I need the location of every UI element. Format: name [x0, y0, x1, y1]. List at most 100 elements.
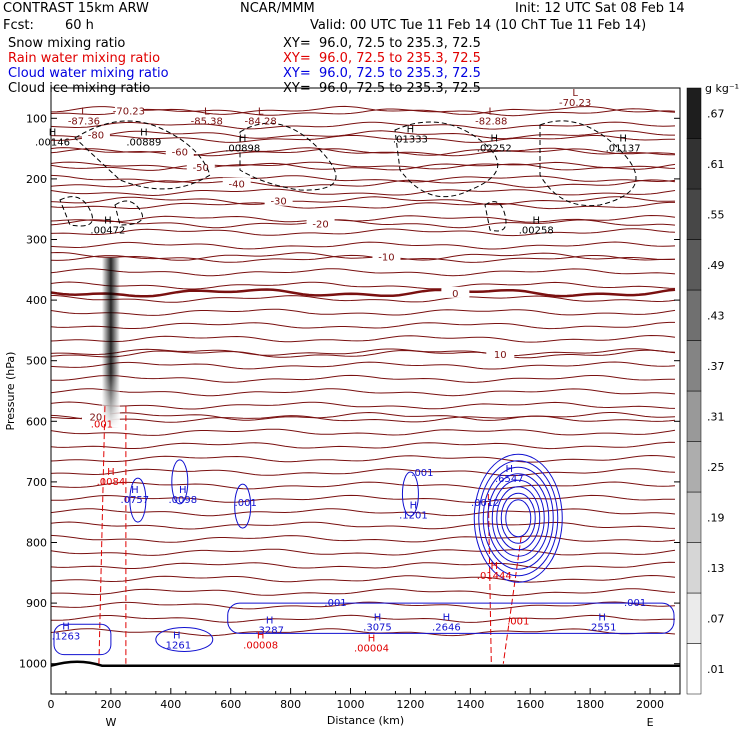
cloud-water-max-value: .1261 [162, 641, 191, 652]
isotherm-line [50, 294, 676, 303]
isotherm-line [50, 561, 676, 570]
isotherm-line [50, 401, 676, 410]
rain-contour [502, 536, 522, 664]
isotherm-line [50, 601, 676, 610]
isotherm-line [50, 534, 676, 543]
isotherm-label-bg [81, 410, 110, 422]
isotherm-line [50, 548, 676, 556]
isotherm-line [50, 268, 676, 277]
cloud-water-band [227, 602, 675, 634]
isotherm-label: -40 [229, 180, 245, 191]
field-xy-cloud-water: XY= 96.0, 72.5 to 235.3, 72.5 [283, 66, 481, 81]
isotherm-label-bg [114, 104, 143, 116]
cloud-water-max-marker: H [506, 464, 514, 475]
isotherm--20 [50, 219, 676, 229]
x-end-left: W [105, 716, 116, 729]
isotherm--60 [50, 147, 675, 156]
isotherm-label-bg [264, 194, 293, 206]
colorbar-segment [686, 188, 702, 240]
snow-max-marker: H [532, 215, 540, 226]
colorbar-label: .07 [707, 612, 725, 625]
cloud-water-core [473, 453, 563, 583]
x-tick-label: 1600 [516, 698, 544, 711]
init-label: Init: 12 UTC Sat 08 Feb 14 [515, 1, 685, 16]
colorbar-label: .49 [707, 259, 725, 272]
temp-min-value: -82.88 [475, 116, 507, 127]
cloud-water-max-marker: H [443, 612, 451, 623]
isotherm-label-bg [165, 145, 194, 157]
rain-max-value: .01444 [477, 571, 512, 582]
colorbar-label: .55 [707, 208, 725, 221]
field-xy-rain: XY= 96.0, 72.5 to 235.3, 72.5 [283, 51, 481, 66]
colorbar-segment [686, 390, 702, 442]
y-tick-label: 200 [26, 173, 47, 186]
cloud-water-core [491, 479, 545, 557]
y-tick-label: 600 [26, 415, 47, 428]
colorbar-segment [686, 491, 702, 543]
isotherm-line [50, 348, 676, 357]
cloud-water-max-marker: H [266, 615, 274, 626]
cloud-water-cell [171, 459, 189, 505]
isotherm-label-bg [186, 160, 215, 172]
cloud-water-max-marker: H [179, 485, 187, 496]
temp-min-value: -87.36 [68, 116, 100, 127]
cloud-water-oval [155, 626, 214, 652]
valid-label: Valid: 00 UTC Tue 11 Feb 14 (10 ChT Tue … [310, 18, 647, 33]
snow-contour [59, 196, 93, 227]
y-tick-label: 900 [26, 597, 47, 610]
cloud-water-core [482, 466, 554, 570]
rain-contour [487, 494, 492, 664]
rain-max-value: .0084 [97, 477, 126, 488]
snow-max-marker: H [407, 125, 415, 136]
colorbar-label: .37 [707, 360, 725, 373]
cloud-water-left [53, 623, 112, 656]
isotherm--10 [50, 251, 676, 261]
isotherm-line [50, 428, 676, 436]
cloud-water-max-value: .3287 [255, 625, 284, 636]
rain-max-value: .001 [507, 616, 529, 627]
cloud-water-max-value: .3075 [363, 622, 392, 633]
isotherm-line [50, 388, 676, 397]
x-tick-label: 0 [48, 698, 55, 711]
isotherm-line [50, 188, 676, 197]
model-title: CONTRAST 15km ARW [3, 1, 149, 16]
cloud-water-max-marker: H [598, 612, 606, 623]
isotherm-line [50, 281, 676, 290]
isotherm-line [50, 241, 676, 250]
snow-max-value: .01333 [393, 135, 428, 146]
fcst-value: 60 h [65, 18, 94, 33]
isotherm-10 [50, 349, 676, 359]
snow-max-marker: H [104, 215, 112, 226]
snow-column-fade [101, 372, 120, 428]
y-tick-label: 100 [26, 112, 47, 125]
colorbar-segment [686, 542, 702, 594]
isotherm-label-bg [441, 286, 470, 298]
y-tick-label: 1000 [19, 658, 47, 671]
isotherm-line [50, 588, 676, 597]
colorbar-label: .67 [707, 107, 725, 120]
snow-max-marker: H [140, 128, 148, 139]
cloud-water-max-value: .001 [411, 468, 433, 479]
rain-max-value: .001 [91, 419, 113, 430]
field-name-snow: Snow mixing ratio [8, 36, 126, 51]
colorbar-label: .61 [707, 158, 725, 171]
colorbar-segment [686, 138, 702, 190]
colorbar-label: .31 [707, 410, 725, 423]
field-name-cloud-water: Cloud water mixing ratio [8, 66, 169, 81]
isotherm--80 [50, 130, 675, 140]
snow-max-marker: H [619, 134, 627, 145]
colorbar-segment [686, 289, 702, 341]
isotherm-line [50, 574, 676, 583]
temp-min-value: -85.38 [191, 116, 223, 127]
isotherm-line [50, 494, 675, 503]
cloud-water-max-marker: H [131, 485, 139, 496]
snow-max-value: .00889 [126, 138, 161, 149]
isotherm-20 [50, 411, 676, 421]
x-tick-label: 1200 [396, 698, 424, 711]
cloud-water-max-value: .1263 [52, 631, 81, 642]
isotherm-line [50, 334, 676, 343]
isotherm-label: -10 [378, 252, 394, 263]
isotherm-line [50, 174, 676, 183]
ground-line [50, 660, 680, 667]
